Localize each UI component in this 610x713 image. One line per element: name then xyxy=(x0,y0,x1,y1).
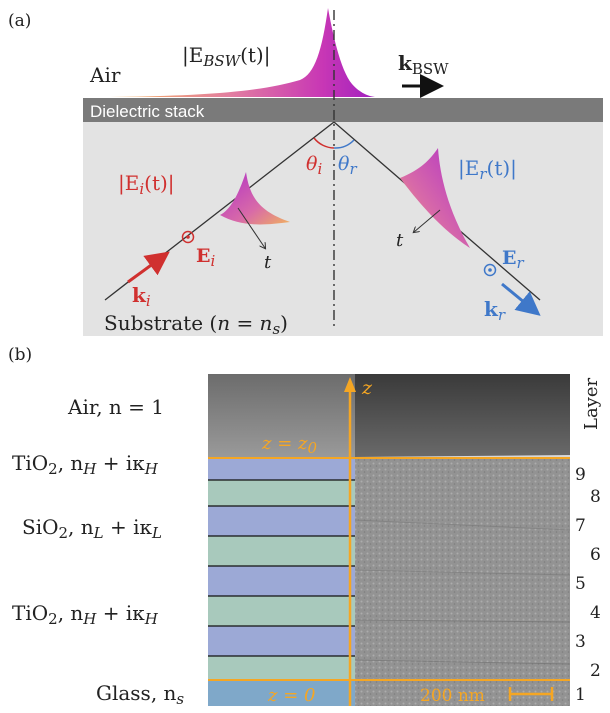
theta-i-label: θi xyxy=(306,153,322,178)
layer-2-overlay xyxy=(208,656,355,680)
z-bottom-label: z = 0 xyxy=(267,685,315,706)
svg-text:ki: ki xyxy=(132,283,151,310)
svg-text:θr: θr xyxy=(338,153,357,178)
layer-3-overlay xyxy=(208,626,355,656)
scale-bar-label: 200 nm xyxy=(420,686,485,706)
layer-5-overlay xyxy=(208,566,355,596)
sem-air-region xyxy=(355,374,570,458)
svg-text:Glass, ns: Glass, ns xyxy=(96,681,184,708)
layer-number-1: 1 xyxy=(575,685,586,705)
layer-stack-overlay xyxy=(208,374,355,706)
scale-bar xyxy=(508,687,554,701)
layer-number-4: 4 xyxy=(590,603,601,623)
layer-6-overlay xyxy=(208,536,355,566)
layer-9-overlay xyxy=(208,458,355,480)
ei-label: Ei xyxy=(196,245,215,270)
layer-number-3: 3 xyxy=(575,632,586,652)
incident-pulse xyxy=(220,172,290,225)
kr-arrow xyxy=(501,282,541,316)
layer-number-7: 7 xyxy=(575,516,586,536)
layer-number-6: 6 xyxy=(590,545,601,565)
dielectric-stack-bar xyxy=(83,98,603,122)
theta-r-arc xyxy=(333,139,355,149)
air-material-label: Air, n = 1 xyxy=(67,395,164,419)
svg-text:kBSW: kBSW xyxy=(398,51,449,78)
svg-text:TiO2, nH + iκH: TiO2, nH + iκH xyxy=(12,601,159,628)
bsw-field-label: |EBSW(t)| xyxy=(182,43,270,70)
reflected-time-arrow xyxy=(414,209,441,232)
theta-r-label: θr xyxy=(338,153,357,178)
theta-i-arc xyxy=(313,137,335,149)
ki-arrow xyxy=(127,251,170,284)
tio2-top-label: TiO2, nH + iκH xyxy=(12,451,159,478)
svg-text:|EBSW(t)|: |EBSW(t)| xyxy=(182,43,270,70)
er-label: Er xyxy=(502,247,524,272)
layer-4-overlay xyxy=(208,596,355,626)
air-layer-overlay xyxy=(208,374,355,458)
svg-text:SiO2, nL + iκL: SiO2, nL + iκL xyxy=(22,515,162,542)
reflected-field-label: |Er(t)| xyxy=(458,156,517,183)
er-polarization-dot xyxy=(488,268,492,272)
panel-a: (a) Dielectric stack Air |EBSW(t)| kBSW … xyxy=(8,8,603,338)
k-bsw-label: kBSW xyxy=(398,51,449,78)
panel-b-label: (b) xyxy=(8,345,32,365)
tio2-bottom-label: TiO2, nH + iκH xyxy=(12,601,159,628)
reflected-pulse xyxy=(400,148,470,248)
panel-a-label: (a) xyxy=(8,11,31,31)
incident-time-arrow xyxy=(237,207,265,248)
svg-text:|Er(t)|: |Er(t)| xyxy=(458,156,517,183)
layer-7-overlay xyxy=(208,506,355,536)
dielectric-stack-label: Dielectric stack xyxy=(90,102,205,121)
air-label: Air xyxy=(89,63,121,87)
reflected-time-label: t xyxy=(396,230,404,251)
kr-label: kr xyxy=(484,297,506,324)
svg-text:TiO2, nH + iκH: TiO2, nH + iκH xyxy=(12,451,159,478)
sio2-label: SiO2, nL + iκL xyxy=(22,515,162,542)
layer-number-5: 5 xyxy=(575,574,586,594)
layer-8-overlay xyxy=(208,480,355,506)
svg-text:θi: θi xyxy=(306,153,322,178)
z-axis-label: z xyxy=(361,377,373,399)
sem-stack-region xyxy=(355,458,570,706)
er-polarization-icon xyxy=(483,263,497,277)
svg-text:Substrate (n = ns): Substrate (n = ns) xyxy=(104,311,288,338)
incident-field-label: |Ei(t)| xyxy=(118,171,175,198)
ei-polarization-dot xyxy=(186,235,190,239)
layer-number-8: 8 xyxy=(590,487,601,507)
z-top-label: z = z0 xyxy=(261,433,318,457)
layer-number-9: 9 xyxy=(575,465,586,485)
layer-number-2: 2 xyxy=(590,661,601,681)
ki-label: ki xyxy=(132,283,151,310)
substrate-label: Substrate (n = ns) xyxy=(104,311,288,338)
svg-text:Ei: Ei xyxy=(196,245,215,270)
svg-text:Er: Er xyxy=(502,247,524,272)
glass-label: Glass, ns xyxy=(96,681,184,708)
z-axis-arrowhead xyxy=(344,377,356,392)
svg-text:kr: kr xyxy=(484,297,506,324)
sem-image xyxy=(354,374,571,706)
layer-title: Layer xyxy=(581,377,602,430)
svg-text:|Ei(t)|: |Ei(t)| xyxy=(118,171,175,198)
bsw-field-profile xyxy=(110,8,375,97)
svg-text:z = z0: z = z0 xyxy=(261,433,318,457)
ei-polarization-icon xyxy=(181,230,195,244)
layer-numbers: 1 2 3 4 5 6 7 8 9 xyxy=(575,465,601,705)
glass-overlay xyxy=(208,680,355,706)
panel-b: (b) xyxy=(8,345,602,708)
incident-time-label: t xyxy=(264,252,272,273)
